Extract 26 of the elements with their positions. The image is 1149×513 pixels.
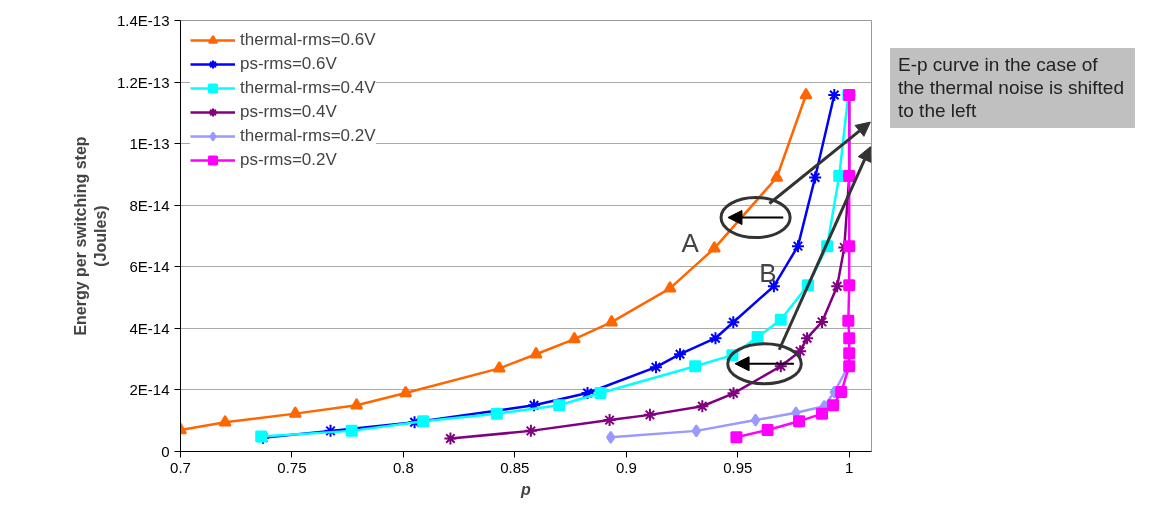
y-tick-label: 0 [161,443,170,460]
y-tick-label: 4E-14 [129,319,170,337]
y-tick-label: 1E-13 [129,135,170,153]
legend-label: thermal-rms=0.2V [240,126,376,146]
x-tick-label: 0.8 [392,458,414,476]
y-tick-label: 1.4E-13 [116,12,170,29]
x-axis-title: p [520,480,532,498]
x-tick-label: 0.85 [500,458,530,476]
legend-label: thermal-rms=0.4V [240,78,376,98]
legend-label: ps-rms=0.6V [240,54,337,74]
legend-label: ps-rms=0.4V [240,102,337,122]
x-tick-label: 1 [845,458,854,476]
y-axis-title: Energy per switching step (Joules) [71,136,109,336]
y-tick-label: 8E-14 [129,196,170,214]
annotation: A [681,227,700,258]
x-tick-label: 0.95 [723,458,753,476]
legend-label: thermal-rms=0.6V [240,30,376,50]
y-tick-label: 6E-14 [129,258,170,276]
y-tick-label: 1.2E-13 [116,73,170,91]
text: E-p curve in the case of the thermal noise is shifted to the left [898,54,1125,123]
x-tick-label: 0.75 [277,458,307,476]
x-tick-label: 0.9 [615,458,637,476]
legend-label: ps-rms=0.2V [240,150,337,170]
annotation: B [759,258,777,289]
x-tick-label: 0.7 [170,458,191,476]
y-tick-label: 2E-14 [129,381,170,399]
